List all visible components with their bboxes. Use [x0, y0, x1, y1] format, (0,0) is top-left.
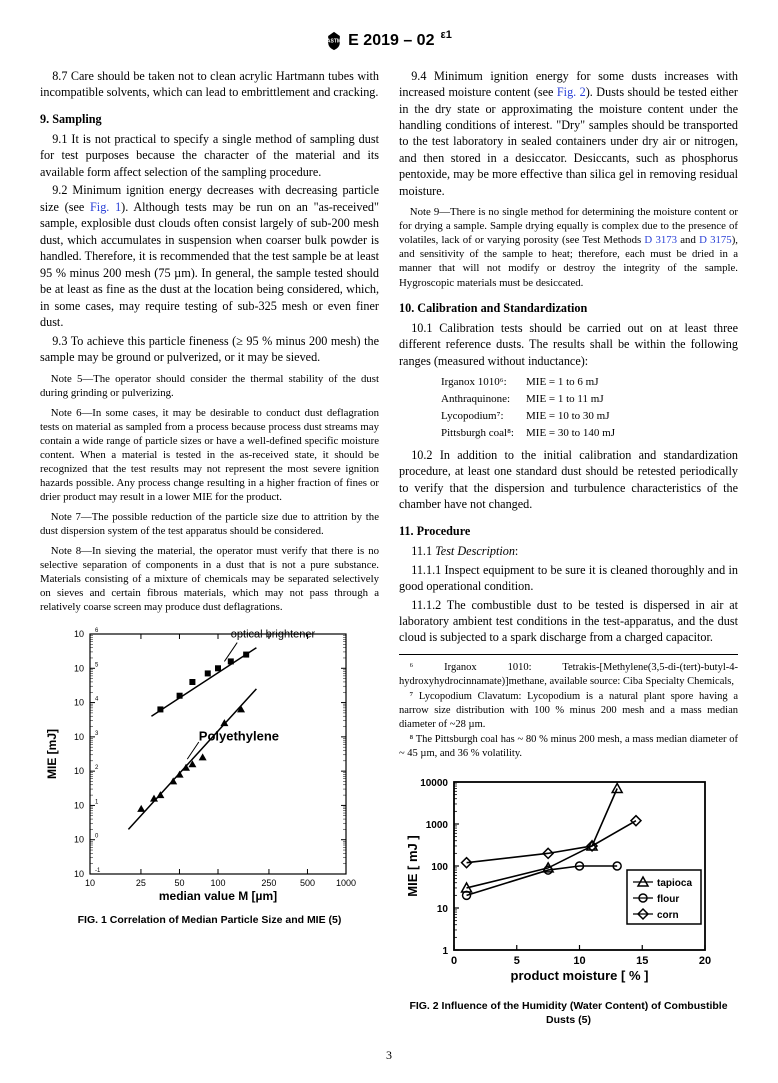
para-11-1-1: 11.1.1 Inspect equipment to be sure it i… — [399, 562, 738, 595]
svg-text:1000: 1000 — [426, 820, 449, 831]
fig1-caption: FIG. 1 Correlation of Median Particle Si… — [40, 913, 379, 927]
svg-text:1000: 1000 — [336, 878, 356, 888]
svg-text:5: 5 — [514, 955, 520, 967]
svg-text:10: 10 — [573, 955, 585, 967]
standard-code: E 2019 – 02 — [348, 30, 434, 52]
svg-text:20: 20 — [699, 955, 711, 967]
svg-text:10: 10 — [74, 869, 84, 879]
cal-cell: Irganox 1010⁶: — [441, 375, 524, 390]
para-8-7: 8.7 Care should be taken not to clean ac… — [40, 68, 379, 101]
svg-text:100: 100 — [431, 862, 448, 873]
d3173-link[interactable]: D 3173 — [644, 234, 677, 246]
cal-row: Pittsburgh coal⁸:MIE = 30 to 140 mJ — [441, 426, 625, 441]
svg-text:Polyethylene: Polyethylene — [199, 728, 279, 743]
svg-text:5: 5 — [95, 662, 99, 668]
svg-text:100: 100 — [210, 878, 225, 888]
svg-text:MIE [ mJ ]: MIE [ mJ ] — [405, 836, 420, 897]
svg-text:4: 4 — [95, 697, 99, 703]
section-9-head: 9. Sampling — [40, 111, 379, 127]
figure-1: 10-1100101102103104105106102550100250500… — [40, 624, 379, 927]
svg-text:tapioca: tapioca — [657, 878, 692, 889]
cal-cell: MIE = 10 to 30 mJ — [526, 409, 625, 424]
svg-text:50: 50 — [174, 878, 184, 888]
svg-text:corn: corn — [657, 910, 679, 921]
left-column: 8.7 Care should be taken not to clean ac… — [40, 66, 379, 1030]
svg-text:250: 250 — [261, 878, 276, 888]
svg-text:15: 15 — [636, 955, 648, 967]
para-9-1: 9.1 It is not practical to specify a sin… — [40, 131, 379, 180]
svg-text:10: 10 — [74, 698, 84, 708]
svg-text:10: 10 — [74, 629, 84, 639]
para-10-2: 10.2 In addition to the initial calibrat… — [399, 447, 738, 513]
svg-text:-1: -1 — [95, 868, 101, 874]
note-7: Note 7—The possible reduction of the par… — [40, 510, 379, 538]
fig1-link[interactable]: Fig. 1 — [90, 200, 121, 214]
para-9-2b: ). Although tests may be run on an "as-r… — [40, 200, 379, 329]
svg-text:10: 10 — [74, 835, 84, 845]
cal-row: Lycopodium⁷:MIE = 10 to 30 mJ — [441, 409, 625, 424]
two-column-layout: 8.7 Care should be taken not to clean ac… — [40, 66, 738, 1030]
para-9-4b: ). Dusts should be tested either in the … — [399, 85, 738, 198]
figure-2: 1 10 100 1000 10000 0 5 10 15 20 product moisture … — [399, 770, 738, 1027]
page-header: ASTM E 2019 – 02 ε1 — [40, 30, 738, 52]
cal-cell: Pittsburgh coal⁸: — [441, 426, 524, 441]
svg-text:0: 0 — [451, 955, 457, 967]
svg-text:1: 1 — [442, 946, 448, 957]
right-column: 9.4 Minimum ignition energy for some dus… — [399, 66, 738, 1030]
cal-row: Irganox 1010⁶:MIE = 1 to 6 mJ — [441, 375, 625, 390]
d3175-link[interactable]: D 3175 — [699, 234, 732, 246]
para-9-4: 9.4 Minimum ignition energy for some dus… — [399, 68, 738, 200]
note9-mid: and — [677, 234, 699, 246]
astm-logo-icon: ASTM — [326, 31, 342, 51]
cal-cell: Lycopodium⁷: — [441, 409, 524, 424]
svg-text:MIE [mJ]: MIE [mJ] — [45, 729, 59, 779]
footnote-6: ⁶ Irganox 1010: Tetrakis-[Methylene(3,5-… — [399, 661, 738, 688]
svg-text:2: 2 — [95, 765, 99, 771]
svg-text:flour: flour — [657, 894, 679, 905]
para-9-2: 9.2 Minimum ignition energy decreases wi… — [40, 182, 379, 330]
svg-text:10: 10 — [74, 766, 84, 776]
note-6: Note 6—In some cases, it may be desirabl… — [40, 406, 379, 504]
svg-text:6: 6 — [95, 628, 99, 634]
svg-text:10: 10 — [74, 800, 84, 810]
svg-text:10: 10 — [74, 663, 84, 673]
fig2-link[interactable]: Fig. 2 — [557, 85, 586, 99]
svg-text:0: 0 — [95, 834, 99, 840]
note-5: Note 5—NOTE 5—The operator should consid… — [40, 372, 379, 400]
section-11-head: 11. Procedure — [399, 523, 738, 539]
cal-cell: MIE = 30 to 140 mJ — [526, 426, 625, 441]
standard-epsilon: ε1 — [440, 28, 451, 43]
cal-row: Anthraquinone:MIE = 1 to 11 mJ — [441, 392, 625, 407]
svg-text:median value M [µm]: median value M [µm] — [159, 889, 277, 903]
section-10-head: 10. Calibration and Standardization — [399, 300, 738, 316]
svg-text:10: 10 — [85, 878, 95, 888]
para-10-1: 10.1 Calibration tests should be carried… — [399, 320, 738, 369]
footnote-7: ⁷ Lycopodium Clavatum: Lycopodium is a n… — [399, 690, 738, 731]
para-9-3: 9.3 To achieve this particle fineness (≥… — [40, 333, 379, 366]
cal-cell: Anthraquinone: — [441, 392, 524, 407]
fig1-chart: 10-1100101102103104105106102550100250500… — [40, 624, 360, 904]
svg-text:500: 500 — [300, 878, 315, 888]
page-number: 3 — [40, 1047, 738, 1063]
para-11-1-2: 11.1.2 The combustible dust to be tested… — [399, 597, 738, 646]
svg-text:25: 25 — [136, 878, 146, 888]
svg-text:ASTM: ASTM — [327, 38, 341, 44]
svg-text:10: 10 — [437, 904, 449, 915]
cal-cell: MIE = 1 to 6 mJ — [526, 375, 625, 390]
note-8: Note 8—In sieving the material, the oper… — [40, 544, 379, 614]
svg-text:10: 10 — [74, 732, 84, 742]
svg-text:3: 3 — [95, 731, 99, 737]
cal-cell: MIE = 1 to 11 mJ — [526, 392, 625, 407]
svg-text:1: 1 — [95, 799, 99, 805]
footnotes: ⁶ Irganox 1010: Tetrakis-[Methylene(3,5-… — [399, 654, 738, 760]
calibration-table: Irganox 1010⁶:MIE = 1 to 6 mJAnthraquino… — [439, 373, 627, 442]
fig2-caption: FIG. 2 Influence of the Humidity (Water … — [399, 999, 738, 1027]
note-9: Note 9—There is no single method for det… — [399, 205, 738, 289]
footnote-8: ⁸ The Pittsburgh coal has ~ 80 % minus 2… — [399, 733, 738, 760]
svg-text:10000: 10000 — [420, 778, 448, 789]
fig2-chart: 1 10 100 1000 10000 0 5 10 15 20 product moisture … — [399, 770, 719, 990]
svg-text:optical brightener: optical brightener — [231, 628, 316, 640]
svg-text:product moisture [ % ]: product moisture [ % ] — [511, 968, 649, 983]
para-11-1: 11.1 Test Description: — [399, 543, 738, 559]
